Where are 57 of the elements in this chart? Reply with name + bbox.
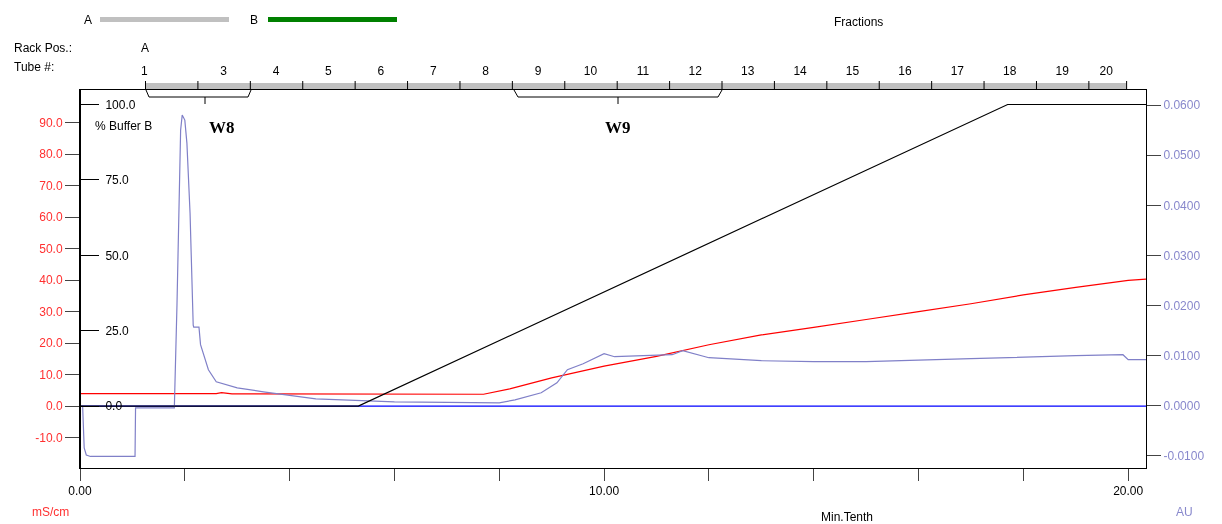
x2-tick-label: 12: [688, 63, 703, 78]
y2-tick-label: 0.0200: [1163, 298, 1201, 313]
x2-tick-label: 9: [534, 63, 542, 78]
x2-tick-label: 10: [583, 63, 598, 78]
x2-tick-label: 3: [220, 63, 228, 78]
x2-tick-label: 4: [272, 63, 280, 78]
annotation: W9: [605, 118, 631, 137]
y-tick-label: 40.0: [39, 273, 63, 288]
y-tick-label: -10.0: [35, 430, 63, 445]
x2-tick-label: 11: [636, 63, 650, 78]
y2-tick-label: 0.0000: [1163, 399, 1201, 414]
x-tick-label: 10.00: [589, 484, 620, 499]
x2-tick-label: 5: [325, 63, 333, 78]
x2-tick-label: 7: [429, 63, 437, 78]
y-tick-label: 60.0: [39, 210, 63, 225]
y3-tick-label: 25.0: [105, 323, 130, 338]
y2-tick-label: -0.0100: [1163, 449, 1205, 464]
y-tick-label: 30.0: [39, 304, 63, 319]
text: A: [141, 41, 150, 55]
x2-tick-label: 20: [1099, 63, 1114, 78]
y3-tick-label: 50.0: [105, 248, 130, 263]
x2-tick-label: 16: [898, 63, 912, 78]
y3-axis-title: % Buffer B: [95, 119, 153, 133]
y2-tick-label: 0.0300: [1163, 248, 1201, 263]
x-axis-title: Min.Tenth: [821, 510, 874, 524]
x2-tick-label: 17: [950, 63, 965, 78]
y-tick-label: 20.0: [39, 336, 63, 351]
x2-tick-label: 19: [1055, 63, 1070, 78]
x2-tick-label: 13: [741, 63, 755, 78]
x2-tick-label: 14: [793, 63, 808, 78]
y-tick-label: 70.0: [39, 178, 63, 193]
annotation: W8: [209, 118, 235, 137]
y-tick-label: 10.0: [39, 367, 63, 382]
x2-tick-label: 18: [1003, 63, 1017, 78]
y3-tick-label: 75.0: [105, 173, 130, 188]
y2-tick-label: 0.0400: [1163, 198, 1201, 213]
text: Rack Pos.:: [14, 41, 73, 55]
y2-tick-label: 0.0100: [1163, 348, 1201, 363]
x-tick-label: 20.00: [1113, 484, 1144, 499]
x2-tick-label: 6: [377, 63, 385, 78]
y2-axis-title: AU: [1176, 505, 1193, 519]
x2-axis-title: Fractions: [834, 15, 884, 29]
y-axis-title: mS/cm: [32, 505, 70, 519]
y-tick-label: 0.0: [45, 399, 63, 414]
text: A: [84, 13, 93, 27]
x2-tick-label: 8: [482, 63, 490, 78]
text: Tube #:: [14, 60, 55, 74]
y-tick-label: 80.0: [39, 147, 63, 162]
x2-tick-label: 1: [141, 63, 149, 78]
y3-tick-label: 100.0: [105, 97, 136, 112]
y-tick-label: 90.0: [39, 115, 63, 130]
y2-tick-label: 0.0600: [1163, 98, 1201, 113]
x-tick-label: 0.00: [68, 484, 92, 499]
y-tick-label: 50.0: [39, 241, 63, 256]
x2-tick-label: 15: [845, 63, 860, 78]
y2-tick-label: 0.0500: [1163, 148, 1201, 163]
text: B: [250, 13, 259, 27]
